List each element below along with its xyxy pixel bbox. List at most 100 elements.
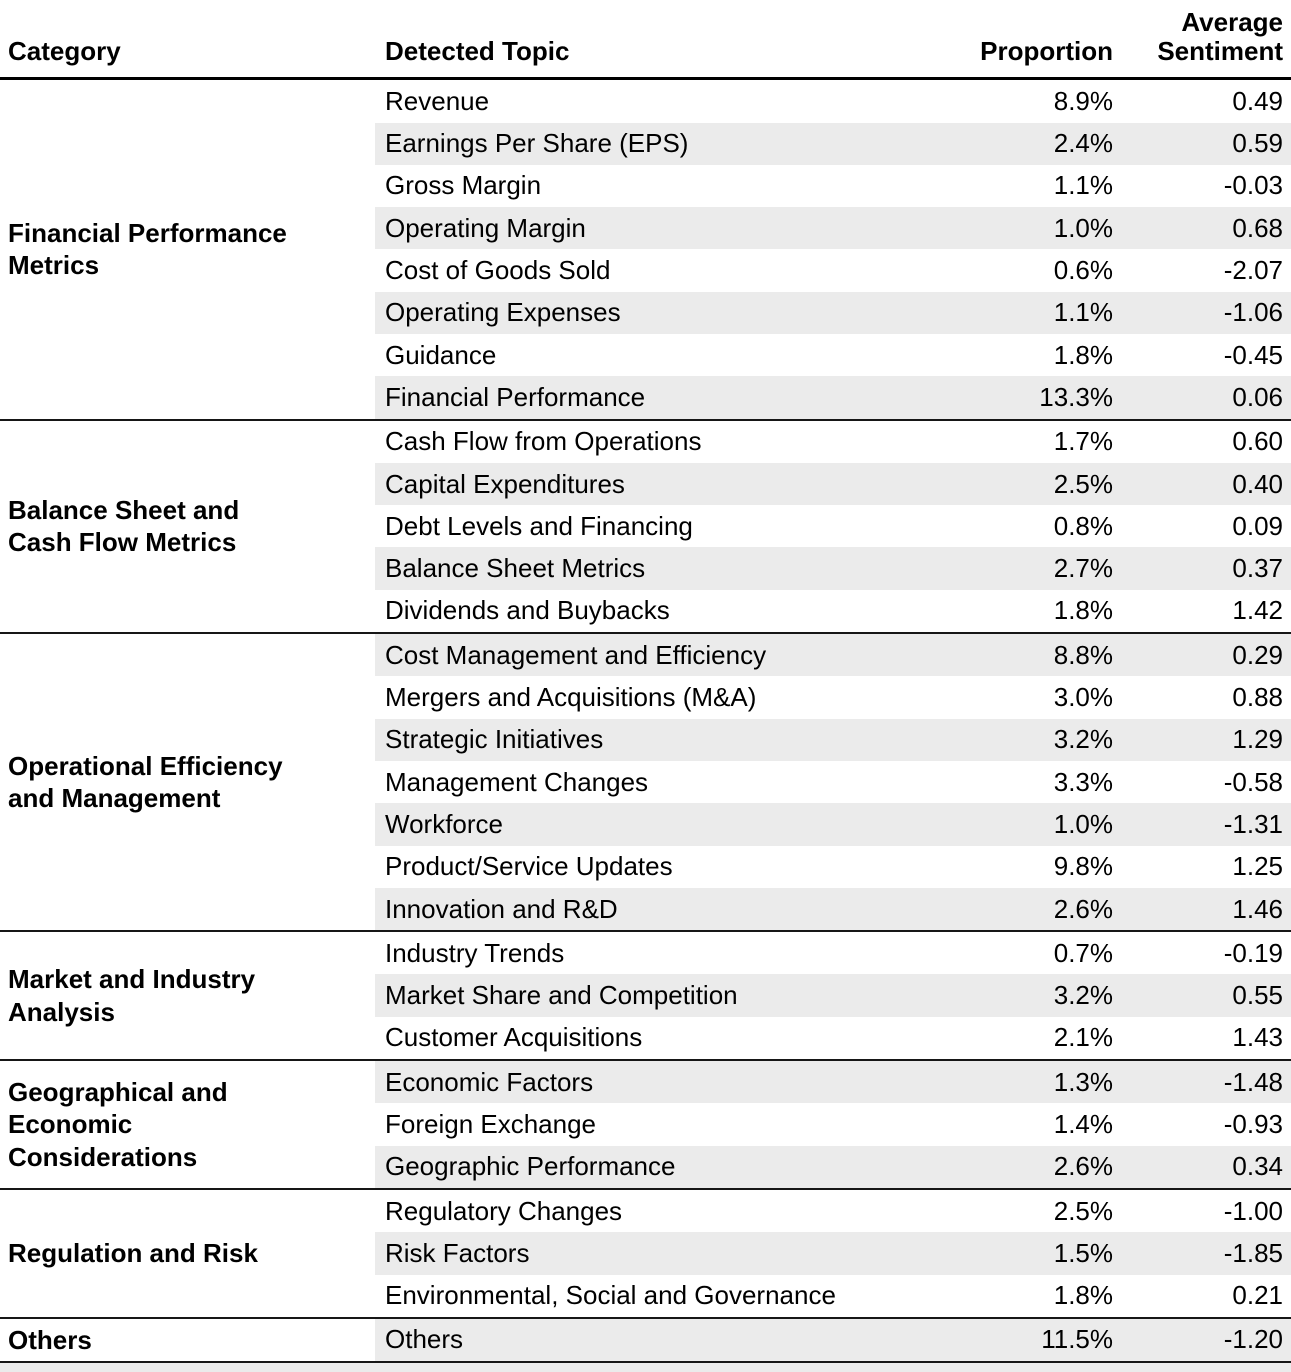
topic-cell: Innovation and R&D xyxy=(375,887,930,933)
topic-cell: Capital Expenditures xyxy=(375,462,930,506)
proportion-cell: 2.6% xyxy=(930,887,1113,933)
sentiment-cell: -1.06 xyxy=(1113,291,1291,334)
proportion-cell: 8.8% xyxy=(930,633,1113,677)
proportion-cell: 1.5% xyxy=(930,1232,1113,1275)
proportion-cell: 1.0% xyxy=(930,207,1113,250)
category-cell: Geographical and Economic Considerations xyxy=(0,1060,375,1190)
category-cell: Balance Sheet and Cash Flow Metrics xyxy=(0,419,375,635)
topic-cell: Operating Expenses xyxy=(375,291,930,334)
proportion-cell: 2.1% xyxy=(930,1016,1113,1062)
table-row: Customer Acquisitions 2.1% 1.43 xyxy=(0,1016,1291,1062)
proportion-cell: 1.7% xyxy=(1053,426,1113,457)
table-row: Operating Expenses 1.1% -1.06 xyxy=(0,291,1291,334)
sentiment-cell: -0.58 xyxy=(1223,766,1283,797)
table-row: Foreign Exchange 1.4% -0.93 xyxy=(0,1103,1291,1145)
sentiment-cell: -1.20 xyxy=(1113,1317,1291,1364)
sentiment-cell: -0.45 xyxy=(1223,339,1283,370)
proportion-cell: 2.6% xyxy=(930,1145,1113,1190)
proportion-cell: 1.8% xyxy=(930,1274,1113,1319)
topic-cell: Product/Service Updates xyxy=(385,851,673,882)
table-row: Strategic Initiatives 3.2% 1.29 xyxy=(0,718,1291,761)
table-header-row: Category Detected Topic Proportion Avera… xyxy=(0,0,1291,81)
proportion-cell: 8.9% xyxy=(1053,85,1113,116)
proportion-cell: 2.5% xyxy=(930,462,1113,506)
proportion-cell: 2.5% xyxy=(1053,1195,1113,1226)
table-row: Product/Service Updates 9.8% 1.25 xyxy=(0,846,1291,888)
topic-cell: Geographic Performance xyxy=(375,1145,930,1190)
table-body: Financial Performance Metrics Revenue 8.9%… xyxy=(0,78,1291,1364)
proportion-cell: 1.8% xyxy=(930,589,1113,635)
table-row: Balance Sheet and Cash Flow Metrics Cash … xyxy=(0,419,1291,635)
column-header-category: Category xyxy=(0,0,375,81)
table-row: Market and Industry Analysis Industry Tre… xyxy=(0,931,1291,1062)
sentiment-cell: 0.55 xyxy=(1113,974,1291,1017)
topic-cell: Risk Factors xyxy=(375,1232,930,1275)
table-row: Mergers and Acquisitions (M&A) 3.0% 0.88 xyxy=(0,676,1291,718)
sentiment-cell: 1.43 xyxy=(1113,1016,1291,1062)
topic-cell: Guidance xyxy=(385,339,497,370)
topic-cell: Gross Margin xyxy=(385,170,542,201)
sentiment-cell: 1.46 xyxy=(1113,887,1291,933)
category-cell: Financial Performance Metrics xyxy=(0,78,375,421)
bottom-margin-strip xyxy=(0,1363,1291,1372)
topic-cell: Market Share and Competition xyxy=(375,974,930,1017)
topic-cell: Industry Trends xyxy=(385,937,565,968)
sentiment-cell: -1.48 xyxy=(1113,1060,1291,1104)
table-row: Regulation and Risk Regulatory Changes 2.5… xyxy=(0,1188,1291,1319)
proportion-cell: 3.0% xyxy=(1053,682,1113,713)
topic-cell: Economic Factors xyxy=(375,1060,930,1104)
column-header-detected-topic: Detected Topic xyxy=(375,0,930,81)
table-row: Operating Margin 1.0% 0.68 xyxy=(0,207,1291,250)
proportion-cell: 3.2% xyxy=(930,718,1113,761)
column-header-proportion: Proportion xyxy=(930,0,1113,81)
proportion-cell: 3.3% xyxy=(1053,766,1113,797)
topic-cell: Financial Performance xyxy=(375,376,930,421)
topic-cell: Cost Management and Efficiency xyxy=(375,633,930,677)
sentiment-cell: 0.60 xyxy=(1232,426,1283,457)
topic-cell: Revenue xyxy=(385,85,490,116)
category-cell: Operational Efficiency and Management xyxy=(0,633,375,933)
topic-cell: Dividends and Buybacks xyxy=(375,589,930,635)
proportion-cell: 1.8% xyxy=(1053,339,1113,370)
sentiment-cell: -1.00 xyxy=(1223,1195,1283,1226)
sentiment-cell: 0.68 xyxy=(1113,207,1291,250)
category-cell: Regulation and Risk xyxy=(0,1188,375,1319)
table-row: Risk Factors 1.5% -1.85 xyxy=(0,1232,1291,1275)
topic-cell: Strategic Initiatives xyxy=(375,718,930,761)
sentiment-cell: 0.06 xyxy=(1113,376,1291,421)
proportion-cell: 0.6% xyxy=(1053,255,1113,286)
table-row: Balance Sheet Metrics 2.7% 0.37 xyxy=(0,547,1291,590)
table-row: Geographic Performance 2.6% 0.34 xyxy=(0,1145,1291,1190)
table-row: Market Share and Competition 3.2% 0.55 xyxy=(0,974,1291,1017)
topic-cell: Foreign Exchange xyxy=(385,1108,597,1139)
proportion-cell: 13.3% xyxy=(930,376,1113,421)
sentiment-cell: 1.29 xyxy=(1113,718,1291,761)
proportion-cell: 9.8% xyxy=(1053,851,1113,882)
proportion-cell: 1.1% xyxy=(930,291,1113,334)
sentiment-cell: 1.42 xyxy=(1113,589,1291,635)
topic-cell: Balance Sheet Metrics xyxy=(375,547,930,590)
proportion-cell: 1.1% xyxy=(1053,170,1113,201)
topic-cell: Management Changes xyxy=(385,766,649,797)
sentiment-cell: 0.40 xyxy=(1113,462,1291,506)
topic-cell: Earnings Per Share (EPS) xyxy=(375,122,930,165)
table-row: Debt Levels and Financing 0.8% 0.09 xyxy=(0,505,1291,547)
table-row: Cost of Goods Sold 0.6% -2.07 xyxy=(0,249,1291,291)
table-row: Financial Performance Metrics Revenue 8.9%… xyxy=(0,78,1291,421)
proportion-cell: 1.0% xyxy=(930,803,1113,846)
proportion-cell: 2.7% xyxy=(930,547,1113,590)
table-row: Management Changes 3.3% -0.58 xyxy=(0,761,1291,803)
sentiment-cell: 0.88 xyxy=(1232,682,1283,713)
proportion-cell: 1.4% xyxy=(1053,1108,1113,1139)
column-header-average-sentiment: Average Sentiment xyxy=(1113,0,1291,81)
proportion-cell: 0.8% xyxy=(1053,510,1113,541)
sentiment-cell: 1.25 xyxy=(1232,851,1283,882)
sentiment-cell: 0.21 xyxy=(1113,1274,1291,1319)
table-row: Others Others 11.5% -1.20 xyxy=(0,1317,1291,1364)
table-row: Workforce 1.0% -1.31 xyxy=(0,803,1291,846)
sentiment-cell: -1.85 xyxy=(1113,1232,1291,1275)
proportion-cell: 1.3% xyxy=(930,1060,1113,1104)
topic-cell: Environmental, Social and Governance xyxy=(375,1274,930,1319)
proportion-cell: 2.4% xyxy=(930,122,1113,165)
